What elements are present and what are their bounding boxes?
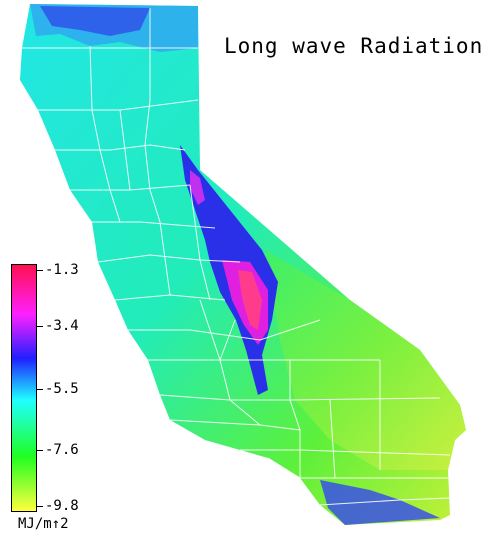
colorbar-label: -5.5 (45, 381, 79, 397)
colorbar (11, 264, 37, 512)
north-dark-region (40, 6, 150, 36)
colorbar-label: -1.3 (45, 262, 79, 278)
colorbar-tick (37, 389, 43, 390)
map-title: Long wave Radiation (224, 34, 484, 58)
colorbar-label: -7.6 (45, 442, 79, 458)
colorbar-label: -3.4 (45, 318, 79, 334)
county-boundaries (22, 8, 451, 506)
units-label: MJ/m↑2 (18, 516, 69, 532)
colorbar-label: -9.8 (45, 498, 79, 514)
sierra-peak-red (238, 270, 262, 330)
south-mountain-band (320, 480, 440, 525)
colorbar-tick (37, 450, 43, 451)
colorbar-tick (37, 326, 43, 327)
colorbar-tick (37, 270, 43, 271)
sierra-north-magenta (190, 170, 205, 205)
colorbar-tick (37, 506, 43, 507)
